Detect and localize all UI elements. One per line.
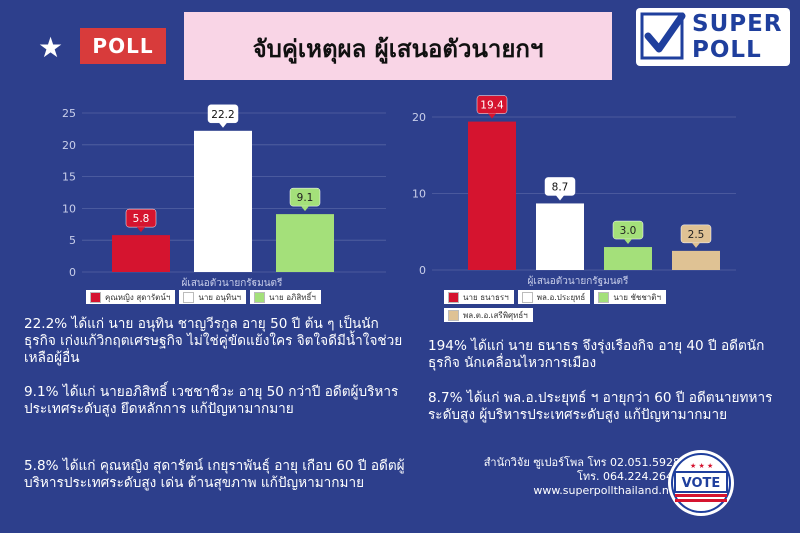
data-label: 5.8: [133, 213, 150, 225]
vote-badge-text: VOTE: [682, 476, 721, 491]
legend-swatch: [448, 309, 459, 321]
data-label: 22.2: [211, 109, 234, 121]
chart-left: 0 5 10 15 20 25 5.8 22.2 9.1 ผู้เสนอตัวนายกรัฐมนต…: [56, 96, 390, 306]
legend-entry: นาย ชัชชาติฯ: [594, 290, 666, 304]
right-paragraph-1: 194% ได้แก่ นาย ธนาธร จึงรุ่งเรืองกิจ อา…: [428, 338, 765, 371]
contact-info: สำนักวิจัย ซูเปอร์โพล โทร 02.051.5928 โท…: [420, 456, 680, 498]
legend-label: นาย ชัชชาติฯ: [613, 292, 661, 302]
poll-badge: POLL: [80, 28, 166, 64]
legend-entry: คุณหญิง สุดารัตน์ฯ: [86, 290, 176, 304]
star-icon: ★: [38, 31, 64, 64]
y-tick-label: 10: [62, 202, 76, 215]
website-link[interactable]: www.superpollthailand.net: [533, 484, 680, 497]
bar: [536, 203, 584, 270]
svg-text:★ ★ ★: ★ ★ ★: [690, 462, 713, 470]
vote-badge-icon: ★ ★ ★ VOTE: [668, 450, 734, 516]
y-tick-label: 10: [412, 188, 426, 201]
legend-label: พล.ต.อ.เสรีพิศุทธ์ฯ: [463, 310, 528, 320]
data-label: 9.1: [297, 192, 314, 204]
chart-left-svg: 0 5 10 15 20 25 5.8 22.2 9.1 ผู้เสนอตัวนายกรัฐมนต…: [62, 104, 386, 286]
legend-label: คุณหญิง สุดารัตน์ฯ: [105, 292, 171, 302]
data-label-box: [207, 104, 239, 124]
y-tick-label: 25: [62, 107, 76, 120]
chart-left-legend: คุณหญิง สุดารัตน์ฯ นาย อนุทินฯ นาย อภิสิทธ…: [86, 290, 321, 304]
y-tick-label: 20: [412, 111, 426, 124]
contact-line-2: โทร. 064.224.2646: [576, 470, 680, 483]
legend-label: นาย อนุทินฯ: [198, 292, 242, 302]
legend-label: พล.อ.ประยุทธ์: [536, 292, 586, 302]
y-tick-label: 0: [419, 264, 426, 277]
legend-swatch: [521, 291, 533, 303]
chart-right-svg: 0 10 20 19.4 8.7 3.0 2.5 ผู้เสนอตัวนายกรัฐมนตรี: [412, 95, 736, 286]
page-title: จับคู่เหตุผล ผู้เสนอตัวนายกฯ: [184, 12, 612, 80]
data-label: 2.5: [688, 229, 705, 241]
data-label-pointer: [301, 206, 309, 212]
data-label-pointer: [488, 113, 496, 119]
contact-line-1: สำนักวิจัย ซูเปอร์โพล โทร 02.051.5928: [483, 456, 680, 469]
legend-label: นาย อภิสิทธิ์ฯ: [269, 292, 316, 302]
logo-word-poll: POLL: [692, 37, 762, 63]
legend-swatch: [254, 291, 266, 303]
bar: [276, 214, 334, 272]
left-paragraph-2: 9.1% ได้แก่ นายอภิสิทธิ์ เวชชาชีวะ อายุ …: [24, 384, 399, 417]
data-label-box: [289, 187, 321, 207]
data-label-pointer: [624, 239, 632, 245]
legend-entry: พล.ต.อ.เสรีพิศุทธ์ฯ: [444, 308, 533, 322]
legend-entry: พล.อ.ประยุทธ์: [517, 290, 591, 304]
left-paragraph-3: 5.8% ได้แก่ คุณหญิง สุดารัตน์ เกยุราพันธ…: [24, 458, 405, 491]
left-paragraph-1: 22.2% ได้แก่ นาย อนุทิน ชาญวีรกูล อายุ 5…: [24, 316, 403, 366]
y-tick-label: 15: [62, 171, 76, 184]
legend-entry: นาย อภิสิทธิ์ฯ: [250, 290, 321, 304]
data-label-pointer: [137, 227, 145, 233]
bar: [468, 121, 516, 270]
bar: [112, 235, 170, 272]
data-label-pointer: [219, 122, 227, 128]
data-label: 3.0: [620, 225, 637, 237]
super-poll-logo: SUPER POLL: [636, 8, 790, 66]
checkmark-icon: [640, 12, 686, 60]
legend-swatch: [598, 291, 610, 303]
data-label: 8.7: [552, 181, 569, 193]
y-tick-label: 0: [69, 266, 76, 279]
x-axis-label: ผู้เสนอตัวนายกรัฐมนตรี: [182, 277, 284, 286]
legend-entry: นาย อนุทินฯ: [179, 290, 247, 304]
legend-entry: นาย ธนาธรฯ: [444, 290, 514, 304]
data-label-pointer: [556, 195, 564, 201]
data-label-box: [476, 95, 508, 114]
bar: [194, 130, 252, 272]
legend-swatch: [183, 291, 195, 303]
bar: [604, 247, 652, 270]
y-tick-label: 5: [69, 234, 76, 247]
data-label-pointer: [692, 242, 700, 248]
data-label: 19.4: [480, 100, 504, 112]
legend-label: นาย ธนาธรฯ: [463, 292, 509, 302]
legend-swatch: [90, 291, 101, 303]
logo-word-super: SUPER: [692, 11, 783, 37]
chart-right-legend: นาย ธนาธรฯ พล.อ.ประยุทธ์ นาย ชัชชาติฯพล.ต.…: [444, 290, 724, 322]
legend-swatch: [448, 291, 459, 303]
x-axis-label: ผู้เสนอตัวนายกรัฐมนตรี: [528, 275, 630, 286]
right-paragraph-2: 8.7% ได้แก่ พล.อ.ประยุทธ์ ฯ อายุกว่า 60 …: [428, 390, 773, 423]
chart-right: 0 10 20 19.4 8.7 3.0 2.5 ผู้เสนอตัวนายกรัฐมนตรี…: [406, 84, 740, 330]
bar: [672, 250, 720, 270]
y-tick-label: 20: [62, 139, 76, 152]
